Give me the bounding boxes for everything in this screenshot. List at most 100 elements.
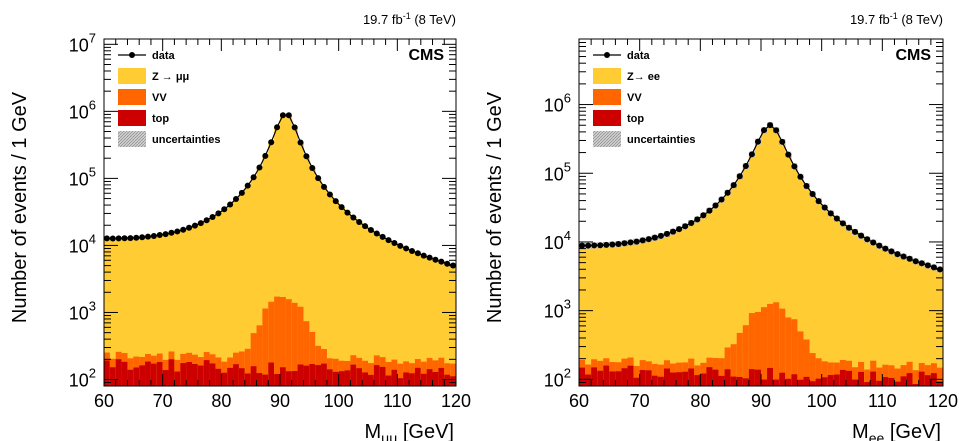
z-bar [603,244,610,386]
data-point [338,204,345,211]
data-point [256,164,263,171]
legend-swatch [118,131,146,147]
z-bar [274,127,281,386]
y-tick-label: 104 [69,231,96,256]
data-point [742,162,749,169]
data-point [712,202,719,209]
z-bar [809,194,816,386]
z-bar [724,192,732,386]
data-point [274,124,281,131]
z-bar [309,168,316,386]
legend-data-marker [129,52,135,58]
z-bar [162,234,169,386]
z-bar [409,250,416,386]
top-bar [754,369,762,386]
top-bar [221,372,228,386]
z-bar [627,242,634,386]
y-tick-exponent: 3 [564,297,571,312]
y-tick-base: 10 [544,370,564,390]
y-tick-label: 104 [544,228,571,253]
top-bar [344,370,351,386]
z-bar [197,223,205,386]
data-point [609,241,616,248]
z-bar [174,231,181,386]
top-bar [870,371,877,386]
data-point [291,124,298,131]
x-tick-label: 90 [270,391,290,411]
data-point [682,223,689,230]
top-bar [315,365,322,386]
z-bar [426,257,433,386]
y-tick-exponent: 4 [89,231,96,246]
data-point [133,234,140,241]
data-point [209,214,216,221]
data-point [882,245,889,252]
top-bar [785,378,792,386]
top-bar [858,371,865,386]
y-tick-base: 10 [69,371,89,391]
top-bar [203,360,210,386]
data-point [663,230,670,237]
z-bar [712,205,719,386]
top-bar [215,368,222,386]
z-bar [385,240,392,386]
vv-bar [767,303,774,386]
top-bar [450,376,457,386]
y-tick-label: 106 [544,91,571,116]
data-point [858,232,865,239]
top-bar [663,368,671,386]
data-point [700,212,707,219]
z-bar [321,186,328,386]
lumi-lumi-text: 19.7 fb [363,12,403,27]
data-point [444,260,451,267]
legend-item-data: data [118,50,176,62]
data-point [852,228,859,235]
x-tick-label: 90 [751,391,771,411]
y-tick-base: 10 [544,164,564,184]
top-bar [700,373,707,386]
data-point [864,236,871,243]
z-bar [268,142,275,386]
z-bar [332,201,340,386]
legend-swatch [593,110,621,126]
z-bar [233,199,240,386]
data-point [894,251,901,258]
vv-bar [268,301,275,386]
data-point [297,139,304,146]
lumi-lumi-suffix: (8 TeV) [898,12,943,27]
data-point [645,236,652,243]
top-bar [197,365,205,386]
x-tick-label: 70 [630,391,650,411]
top-bar [839,369,847,386]
y-tick-base: 10 [69,102,89,122]
data-point [367,227,374,234]
data-point [748,151,755,158]
x-tick-label: 60 [94,391,114,411]
lumi-label: 19.7 fb-1 (8 TeV) [850,11,943,27]
top-bar [827,374,835,386]
top-bar [368,374,375,386]
legend: data Z → μμ VV top uncertainties [118,50,220,147]
data-point [761,127,768,134]
top-bar [250,366,257,386]
vv-bar [876,367,883,386]
z-bar [291,127,298,386]
z-bar [676,229,683,386]
legend-item-unc: uncertainties [593,131,695,147]
vv-bar [882,364,889,386]
top-bar [338,371,345,386]
z-bar [414,253,422,386]
z-bar [894,254,901,386]
top-bar [845,370,853,386]
z-bar [827,213,835,386]
top-bar [274,374,281,386]
legend-item-data: data [593,50,651,62]
data-point [321,183,327,190]
y-tick-exponent: 2 [564,365,571,380]
top-bar [291,371,298,386]
data-point [215,210,222,217]
z-bar [876,245,883,386]
data-point [403,245,410,252]
data-point [821,204,828,211]
data-point [827,210,834,217]
